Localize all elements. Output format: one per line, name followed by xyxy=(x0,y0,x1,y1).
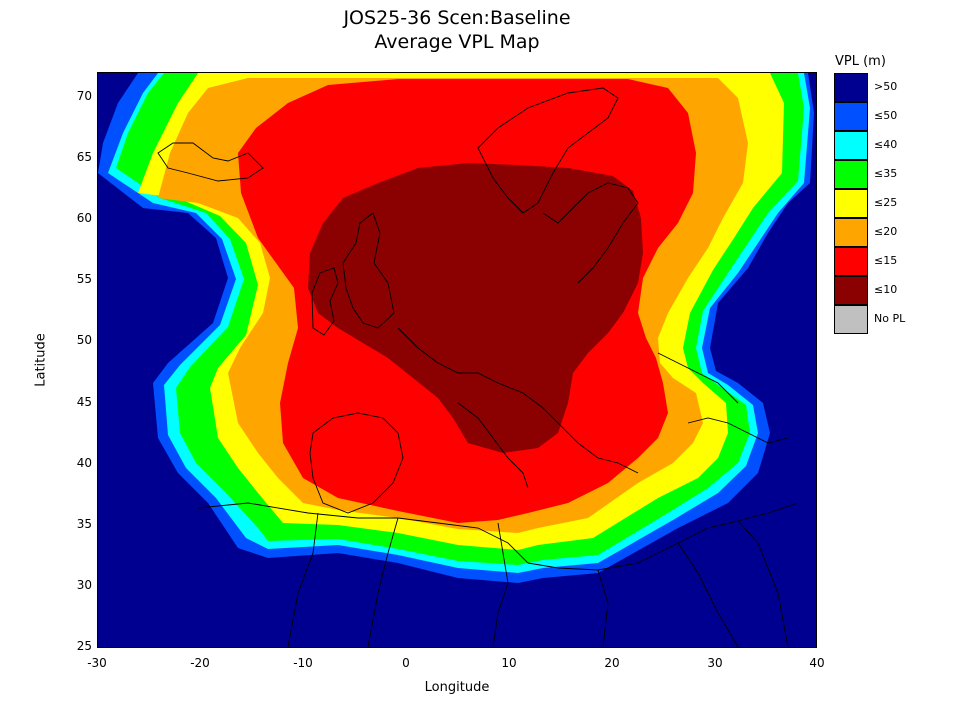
x-tick-label: -20 xyxy=(190,656,210,670)
legend-swatch xyxy=(834,305,868,334)
x-tick-label: 0 xyxy=(402,656,410,670)
legend-label: ≤15 xyxy=(874,254,898,267)
y-tick-label: 25 xyxy=(76,639,92,653)
legend-item: No PL xyxy=(834,305,944,334)
legend-item: ≤10 xyxy=(834,276,944,305)
legend-swatch xyxy=(834,131,868,160)
vpl-map xyxy=(97,72,817,648)
x-tick-label: -10 xyxy=(293,656,313,670)
legend-swatch xyxy=(834,247,868,276)
legend-label: ≤10 xyxy=(874,283,898,296)
x-tick-label: 40 xyxy=(809,656,825,670)
x-tick-label: 10 xyxy=(501,656,517,670)
legend-label: No PL xyxy=(874,312,906,325)
x-tick-label: 30 xyxy=(707,656,723,670)
legend: >50 ≤50 ≤40 ≤35 ≤25 ≤20 ≤15 ≤10 No PL xyxy=(834,73,944,334)
y-tick-label: 35 xyxy=(76,517,92,531)
y-tick-label: 70 xyxy=(76,89,92,103)
legend-item: ≤25 xyxy=(834,189,944,218)
legend-item: ≤20 xyxy=(834,218,944,247)
y-axis-label: Latitude xyxy=(33,333,49,387)
region-le10 xyxy=(308,163,643,453)
y-tick-label: 30 xyxy=(76,578,92,592)
legend-swatch xyxy=(834,73,868,102)
legend-swatch xyxy=(834,276,868,305)
x-tick-label: 20 xyxy=(604,656,620,670)
coastlines xyxy=(157,87,799,647)
y-tick-label: 50 xyxy=(76,333,92,347)
legend-item: ≤15 xyxy=(834,247,944,276)
legend-item: >50 xyxy=(834,73,944,102)
legend-swatch xyxy=(834,189,868,218)
y-tick-label: 45 xyxy=(76,395,92,409)
legend-item: ≤50 xyxy=(834,102,944,131)
legend-label: ≤25 xyxy=(874,196,898,209)
legend-label: ≤20 xyxy=(874,225,898,238)
chart-subtitle: Average VPL Map xyxy=(374,31,540,53)
legend-label: ≤50 xyxy=(874,109,898,122)
legend-swatch xyxy=(834,160,868,189)
chart-title: JOS25-36 Scen:Baseline xyxy=(343,7,571,29)
x-tick-label: -30 xyxy=(87,656,107,670)
legend-label: >50 xyxy=(874,80,898,93)
legend-swatch xyxy=(834,102,868,131)
legend-item: ≤40 xyxy=(834,131,944,160)
legend-label: ≤35 xyxy=(874,167,898,180)
y-tick-label: 55 xyxy=(76,272,92,286)
y-tick-label: 40 xyxy=(76,456,92,470)
legend-label: ≤40 xyxy=(874,138,898,151)
y-tick-label: 60 xyxy=(76,211,92,225)
legend-item: ≤35 xyxy=(834,160,944,189)
map-svg xyxy=(98,73,816,647)
x-axis-label: Longitude xyxy=(424,680,490,695)
legend-title: VPL (m) xyxy=(835,54,886,69)
y-tick-label: 65 xyxy=(76,150,92,164)
legend-swatch xyxy=(834,218,868,247)
